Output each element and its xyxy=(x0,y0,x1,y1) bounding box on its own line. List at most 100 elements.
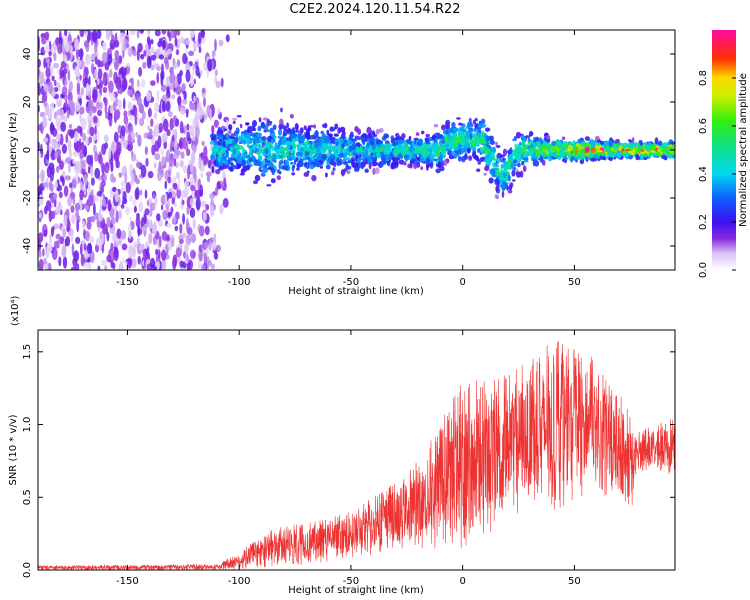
spectrogram-cell xyxy=(218,138,223,146)
spectrogram-cell xyxy=(378,147,384,153)
spectrogram-cell xyxy=(110,242,114,252)
spectrogram-cell xyxy=(73,250,80,262)
spectrogram-cell xyxy=(87,182,91,194)
spectrogram-cell xyxy=(309,125,314,128)
spectrogram-cell xyxy=(203,111,207,122)
spectrogram-cell xyxy=(305,150,310,156)
spectrogram-cell xyxy=(63,115,68,123)
spectrogram-cell xyxy=(465,130,469,138)
spectrogram-cell xyxy=(317,146,321,152)
spectrogram-cell xyxy=(62,256,68,269)
spectrogram-cell xyxy=(348,148,353,152)
spectrogram-cell xyxy=(167,48,172,55)
spectrogram-cell xyxy=(555,151,560,154)
spectrogram-cell xyxy=(118,209,122,220)
spectrogram-cell xyxy=(94,167,101,179)
spectrogram-cell xyxy=(672,143,675,149)
spectrogram-cell xyxy=(173,149,180,160)
spectrogram-cell xyxy=(182,232,187,238)
spectrogram-cell xyxy=(97,265,101,270)
spectrogram-cell xyxy=(129,216,133,223)
spectrogram-cell xyxy=(495,141,498,146)
spectrogram-cell xyxy=(548,149,552,155)
spectrogram-cell xyxy=(286,122,289,129)
spectrogram-cell xyxy=(245,164,251,171)
spectrogram-cell xyxy=(507,190,513,194)
spectrogram-cell xyxy=(81,167,86,176)
spectrogram-cell xyxy=(138,201,144,213)
spectrogram-cell xyxy=(97,68,103,81)
spectrogram-cell xyxy=(236,115,242,118)
spectrogram-cell xyxy=(40,169,45,182)
spectrogram-cell xyxy=(477,148,481,153)
spectrogram-cell xyxy=(38,152,42,159)
spectrogram-cell xyxy=(311,174,317,182)
spectrogram-cell xyxy=(231,157,237,161)
spectrogram-cell xyxy=(215,169,221,175)
spectrogram-cell xyxy=(280,107,283,113)
spectrogram-cell xyxy=(53,52,57,62)
spectrogram-cell xyxy=(182,137,187,150)
y-tick-label: 0.0 xyxy=(22,562,33,578)
spectrogram-cell xyxy=(176,171,181,180)
spectrogram-cell xyxy=(214,69,218,76)
spectrogram-cell xyxy=(97,109,103,117)
spectrogram-cell xyxy=(127,133,132,145)
spectrogram-cell xyxy=(147,107,152,118)
spectrogram-cell xyxy=(475,158,480,162)
spectrogram-cell xyxy=(58,191,63,199)
spectrogram-cell xyxy=(522,165,527,173)
spectrogram-cell xyxy=(138,244,144,251)
spectrogram-cell xyxy=(167,30,170,38)
spectrogram-cell xyxy=(200,200,207,208)
spectrogram-cell xyxy=(45,200,52,212)
spectrogram-cell xyxy=(383,133,388,139)
spectrogram-cell xyxy=(478,120,482,124)
spectrogram-cell xyxy=(211,136,216,140)
spectrogram-cell xyxy=(160,147,164,156)
spectrogram-cell xyxy=(47,57,50,69)
spectrogram-cell xyxy=(444,122,450,130)
spectrogram-cell xyxy=(38,232,44,243)
spectrogram-cell xyxy=(223,151,227,158)
spectrogram-cell xyxy=(500,174,504,181)
spectrogram-cell xyxy=(195,189,201,199)
spectrogram-cell xyxy=(59,175,64,183)
spectrogram-cell xyxy=(358,158,361,162)
spectrogram-cell xyxy=(43,83,49,93)
spectrogram-cell xyxy=(83,262,90,269)
spectrogram-cell xyxy=(509,147,513,155)
spectrogram-cell xyxy=(105,30,111,41)
spectrogram-cell xyxy=(198,156,202,170)
spectrogram-cell xyxy=(193,78,196,85)
colorbar-tick-label: 0.6 xyxy=(698,118,709,134)
snr-y-scale-label: (x10⁴) xyxy=(10,295,21,326)
spectrogram-cell xyxy=(108,80,114,93)
spectrogram-cell xyxy=(38,123,42,132)
spectrogram-cell xyxy=(80,87,85,96)
spectrogram-cell xyxy=(83,186,87,196)
spectrogram-cell xyxy=(53,111,58,120)
spectrogram-cell xyxy=(573,147,579,151)
spectrogram-cell xyxy=(579,149,583,155)
spectrogram-cell xyxy=(75,140,82,153)
spectrogram-cell xyxy=(211,168,215,174)
spectrogram-cell xyxy=(467,121,473,127)
spectrogram-cell xyxy=(265,159,269,164)
spectrogram-cell xyxy=(130,30,136,36)
spectrogram-cell xyxy=(364,168,369,173)
spectrogram-cell xyxy=(148,57,151,66)
spectrogram-cell xyxy=(456,117,461,120)
spectrogram-cell xyxy=(83,243,87,251)
spectrogram-cell xyxy=(485,127,491,132)
spectrogram-cell xyxy=(481,156,485,160)
spectrogram-cell xyxy=(240,133,246,141)
spectrogram-cell xyxy=(129,195,133,202)
spectrogram-cell xyxy=(225,119,229,132)
snr-series-line xyxy=(38,341,675,570)
spectrogram-cell xyxy=(92,91,98,103)
spectrogram-cell xyxy=(47,81,53,94)
spectrogram-cell xyxy=(326,129,330,136)
spectrogram-cell xyxy=(590,147,596,153)
spectrogram-cell xyxy=(67,139,72,152)
